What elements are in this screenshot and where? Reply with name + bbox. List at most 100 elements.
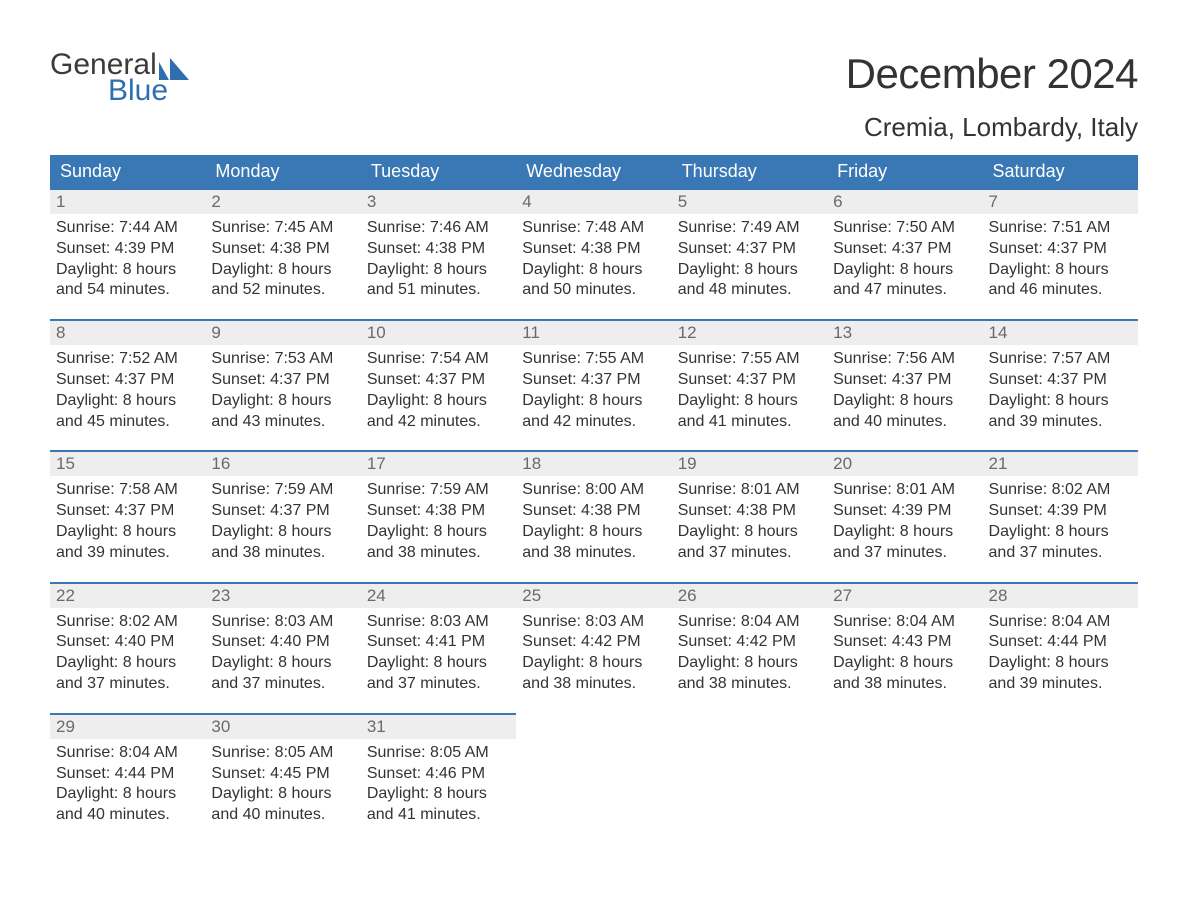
day-body: Sunrise: 7:56 AMSunset: 4:37 PMDaylight:… (827, 345, 982, 432)
day-number: 21 (983, 450, 1138, 476)
sunrise-text: Sunrise: 7:50 AM (833, 218, 976, 239)
day-cell: 23Sunrise: 8:03 AMSunset: 4:40 PMDayligh… (205, 582, 360, 713)
sunrise-text: Sunrise: 7:48 AM (522, 218, 665, 239)
day-number: 31 (361, 713, 516, 739)
sunrise-text: Sunrise: 7:52 AM (56, 349, 199, 370)
day-cell: 3Sunrise: 7:46 AMSunset: 4:38 PMDaylight… (361, 188, 516, 319)
sunrise-text: Sunrise: 7:53 AM (211, 349, 354, 370)
daylight-line-1: Daylight: 8 hours (56, 260, 199, 281)
day-cell: 12Sunrise: 7:55 AMSunset: 4:37 PMDayligh… (672, 319, 827, 450)
sunset-text: Sunset: 4:39 PM (56, 239, 199, 260)
day-number: 12 (672, 319, 827, 345)
daylight-line-2: and 37 minutes. (989, 543, 1132, 564)
daylight-line-1: Daylight: 8 hours (989, 653, 1132, 674)
sunset-text: Sunset: 4:39 PM (833, 501, 976, 522)
daylight-line-2: and 46 minutes. (989, 280, 1132, 301)
sunrise-text: Sunrise: 7:55 AM (678, 349, 821, 370)
daylight-line-2: and 42 minutes. (367, 412, 510, 433)
day-cell: 14Sunrise: 7:57 AMSunset: 4:37 PMDayligh… (983, 319, 1138, 450)
day-cell: 5Sunrise: 7:49 AMSunset: 4:37 PMDaylight… (672, 188, 827, 319)
sunrise-text: Sunrise: 8:01 AM (678, 480, 821, 501)
daylight-line-2: and 41 minutes. (678, 412, 821, 433)
day-number: 29 (50, 713, 205, 739)
sunset-text: Sunset: 4:44 PM (989, 632, 1132, 653)
sunrise-text: Sunrise: 8:04 AM (56, 743, 199, 764)
day-body: Sunrise: 8:01 AMSunset: 4:38 PMDaylight:… (672, 476, 827, 563)
daylight-line-1: Daylight: 8 hours (56, 522, 199, 543)
sunset-text: Sunset: 4:38 PM (367, 239, 510, 260)
sunrise-text: Sunrise: 7:51 AM (989, 218, 1132, 239)
header: General Blue December 2024 Cremia, Lomba… (50, 50, 1138, 143)
daylight-line-2: and 38 minutes. (211, 543, 354, 564)
day-cell: 25Sunrise: 8:03 AMSunset: 4:42 PMDayligh… (516, 582, 671, 713)
sunrise-text: Sunrise: 7:56 AM (833, 349, 976, 370)
day-number: 16 (205, 450, 360, 476)
day-number: 2 (205, 188, 360, 214)
dow-cell: Tuesday (361, 155, 516, 188)
day-cell: 8Sunrise: 7:52 AMSunset: 4:37 PMDaylight… (50, 319, 205, 450)
daylight-line-1: Daylight: 8 hours (367, 784, 510, 805)
sunrise-text: Sunrise: 8:03 AM (367, 612, 510, 633)
sunset-text: Sunset: 4:37 PM (211, 370, 354, 391)
daylight-line-2: and 42 minutes. (522, 412, 665, 433)
day-cell: 28Sunrise: 8:04 AMSunset: 4:44 PMDayligh… (983, 582, 1138, 713)
sunset-text: Sunset: 4:44 PM (56, 764, 199, 785)
sunset-text: Sunset: 4:43 PM (833, 632, 976, 653)
dow-cell: Monday (205, 155, 360, 188)
daylight-line-2: and 37 minutes. (211, 674, 354, 695)
day-body: Sunrise: 7:44 AMSunset: 4:39 PMDaylight:… (50, 214, 205, 301)
week-row: 15Sunrise: 7:58 AMSunset: 4:37 PMDayligh… (50, 450, 1138, 581)
day-cell: 27Sunrise: 8:04 AMSunset: 4:43 PMDayligh… (827, 582, 982, 713)
day-cell: 6Sunrise: 7:50 AMSunset: 4:37 PMDaylight… (827, 188, 982, 319)
sunset-text: Sunset: 4:38 PM (211, 239, 354, 260)
day-number: 14 (983, 319, 1138, 345)
daylight-line-1: Daylight: 8 hours (989, 391, 1132, 412)
daylight-line-2: and 39 minutes. (56, 543, 199, 564)
day-number: 27 (827, 582, 982, 608)
empty-cell (983, 713, 1138, 844)
empty-cell (827, 713, 982, 844)
sunset-text: Sunset: 4:38 PM (522, 501, 665, 522)
day-cell: 16Sunrise: 7:59 AMSunset: 4:37 PMDayligh… (205, 450, 360, 581)
daylight-line-1: Daylight: 8 hours (678, 653, 821, 674)
dow-cell: Wednesday (516, 155, 671, 188)
day-number: 6 (827, 188, 982, 214)
daylight-line-1: Daylight: 8 hours (678, 260, 821, 281)
daylight-line-1: Daylight: 8 hours (522, 653, 665, 674)
day-of-week-header: SundayMondayTuesdayWednesdayThursdayFrid… (50, 155, 1138, 188)
sunset-text: Sunset: 4:37 PM (833, 239, 976, 260)
daylight-line-1: Daylight: 8 hours (211, 522, 354, 543)
day-cell: 15Sunrise: 7:58 AMSunset: 4:37 PMDayligh… (50, 450, 205, 581)
day-cell: 7Sunrise: 7:51 AMSunset: 4:37 PMDaylight… (983, 188, 1138, 319)
daylight-line-2: and 52 minutes. (211, 280, 354, 301)
daylight-line-1: Daylight: 8 hours (211, 784, 354, 805)
daylight-line-1: Daylight: 8 hours (989, 260, 1132, 281)
daylight-line-1: Daylight: 8 hours (989, 522, 1132, 543)
sunset-text: Sunset: 4:37 PM (678, 239, 821, 260)
day-body: Sunrise: 7:46 AMSunset: 4:38 PMDaylight:… (361, 214, 516, 301)
sunrise-text: Sunrise: 8:03 AM (522, 612, 665, 633)
day-body: Sunrise: 7:59 AMSunset: 4:37 PMDaylight:… (205, 476, 360, 563)
daylight-line-1: Daylight: 8 hours (367, 653, 510, 674)
daylight-line-2: and 37 minutes. (367, 674, 510, 695)
daylight-line-1: Daylight: 8 hours (211, 653, 354, 674)
daylight-line-1: Daylight: 8 hours (56, 391, 199, 412)
day-body: Sunrise: 8:04 AMSunset: 4:44 PMDaylight:… (983, 608, 1138, 695)
sunrise-text: Sunrise: 7:55 AM (522, 349, 665, 370)
day-body: Sunrise: 8:03 AMSunset: 4:42 PMDaylight:… (516, 608, 671, 695)
sunset-text: Sunset: 4:38 PM (367, 501, 510, 522)
day-body: Sunrise: 8:00 AMSunset: 4:38 PMDaylight:… (516, 476, 671, 563)
sunset-text: Sunset: 4:37 PM (522, 370, 665, 391)
daylight-line-2: and 40 minutes. (833, 412, 976, 433)
daylight-line-1: Daylight: 8 hours (678, 391, 821, 412)
day-number: 18 (516, 450, 671, 476)
daylight-line-2: and 47 minutes. (833, 280, 976, 301)
day-body: Sunrise: 7:52 AMSunset: 4:37 PMDaylight:… (50, 345, 205, 432)
day-body: Sunrise: 8:05 AMSunset: 4:46 PMDaylight:… (361, 739, 516, 826)
day-body: Sunrise: 8:02 AMSunset: 4:40 PMDaylight:… (50, 608, 205, 695)
sunset-text: Sunset: 4:37 PM (367, 370, 510, 391)
day-cell: 30Sunrise: 8:05 AMSunset: 4:45 PMDayligh… (205, 713, 360, 844)
sunrise-text: Sunrise: 8:02 AM (989, 480, 1132, 501)
daylight-line-1: Daylight: 8 hours (522, 522, 665, 543)
day-number: 11 (516, 319, 671, 345)
